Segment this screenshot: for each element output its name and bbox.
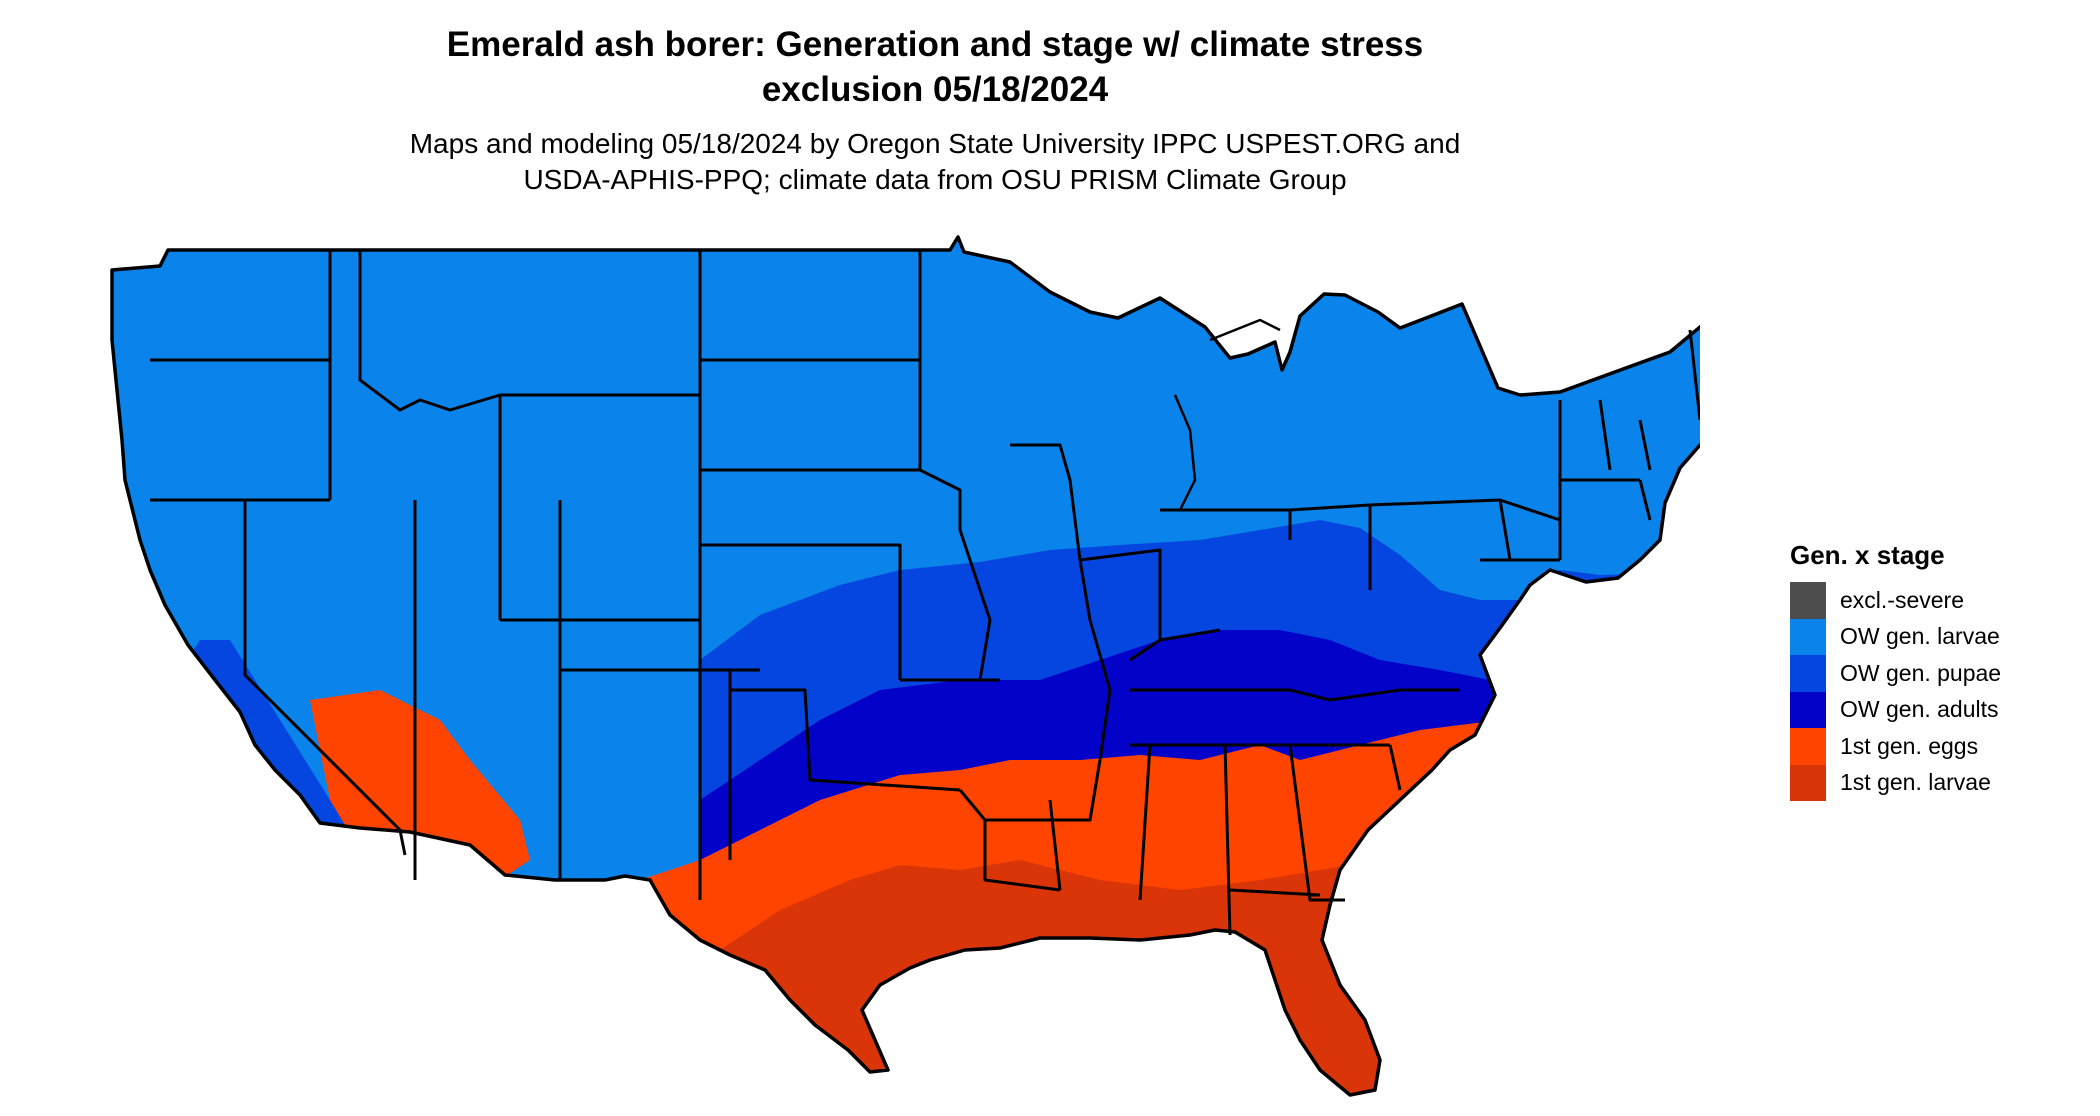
map-subtitle-line-1: Maps and modeling 05/18/2024 by Oregon S…	[409, 128, 1461, 159]
state-boundaries	[110, 235, 1700, 1097]
map-title-line-2: exclusion 05/18/2024	[761, 70, 1109, 109]
legend-items: excl.-severe OW gen. larvae OW gen. pupae O…	[1790, 582, 2070, 801]
legend-swatch	[1790, 728, 1826, 765]
legend-item: OW gen. pupae	[1790, 655, 2070, 692]
legend-item: OW gen. adults	[1790, 691, 2070, 728]
map-title-line-1: Emerald ash borer: Generation and stage …	[446, 25, 1424, 64]
legend-swatch	[1790, 618, 1826, 655]
us-map	[100, 230, 1700, 1110]
legend-label: OW gen. larvae	[1840, 623, 2000, 650]
map-titles: Emerald ash borer: Generation and stage …	[200, 22, 1670, 198]
map-subtitle-line-2: USDA-APHIS-PPQ; climate data from OSU PR…	[523, 164, 1347, 195]
legend-label: OW gen. adults	[1840, 696, 1999, 723]
legend-label: 1st gen. larvae	[1840, 769, 1991, 796]
legend-item: excl.-severe	[1790, 582, 2070, 619]
legend-label: excl.-severe	[1840, 586, 1964, 613]
legend-item: 1st gen. larvae	[1790, 764, 2070, 801]
legend-label: 1st gen. eggs	[1840, 732, 1979, 759]
legend-swatch	[1790, 764, 1826, 801]
legend-swatch	[1790, 655, 1826, 692]
legend-item: OW gen. larvae	[1790, 618, 2070, 655]
legend-swatch	[1790, 582, 1826, 619]
map-legend: Gen. x stage excl.-severe OW gen. larvae O…	[1790, 540, 2070, 801]
legend-label: OW gen. pupae	[1840, 659, 2002, 686]
legend-title: Gen. x stage	[1790, 540, 1945, 570]
map-subtitle: Maps and modeling 05/18/2024 by Oregon S…	[200, 126, 1670, 198]
legend-swatch	[1790, 691, 1826, 728]
legend-item: 1st gen. eggs	[1790, 728, 2070, 765]
